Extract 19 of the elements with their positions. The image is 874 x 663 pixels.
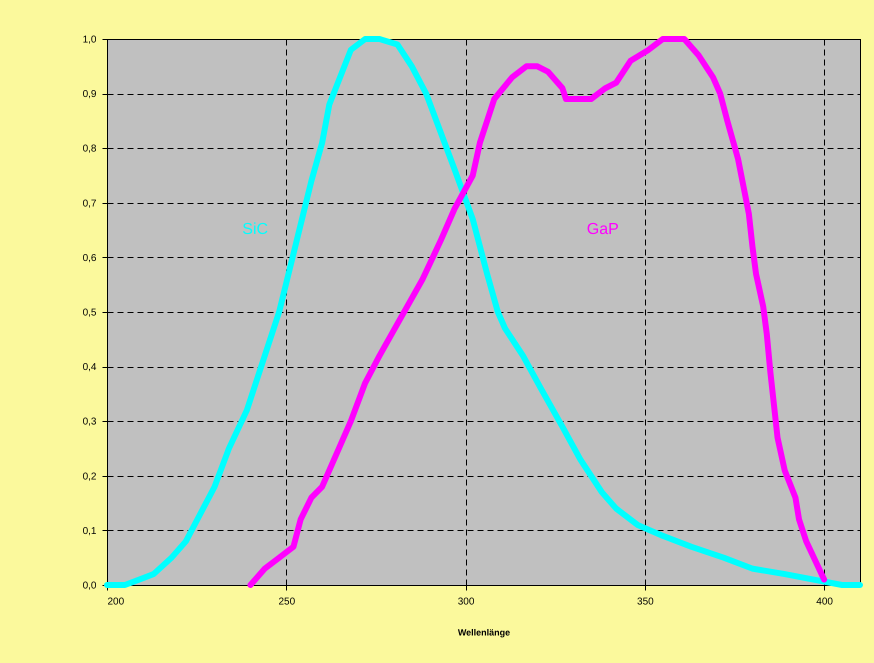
y-tick-label: 0,1 — [82, 526, 97, 537]
y-tick-label: 0,3 — [82, 416, 97, 428]
y-tick-label: 1,0 — [82, 34, 97, 46]
y-tick-label: 0,7 — [82, 198, 97, 210]
y-tick-label: 0,4 — [82, 362, 97, 374]
x-tick-label: 350 — [637, 596, 654, 608]
x-axis-title: Wellenlänge — [458, 628, 510, 638]
x-tick-label: 400 — [816, 596, 834, 608]
y-tick-label: 0,2 — [82, 471, 97, 482]
y-tick-label: 0,0 — [82, 580, 97, 592]
y-tick-label: 0,9 — [82, 89, 97, 100]
text: GaP — [586, 221, 619, 238]
y-tick-label: 0,8 — [82, 144, 97, 155]
y-tick-label: 0,5 — [82, 308, 97, 318]
y-tick-label: 0,6 — [82, 252, 97, 264]
x-tick-label: 250 — [278, 596, 296, 608]
x-tick-label: 300 — [458, 596, 475, 608]
series-label: SiC — [242, 221, 268, 238]
x-tick-label: 200 — [108, 596, 125, 608]
